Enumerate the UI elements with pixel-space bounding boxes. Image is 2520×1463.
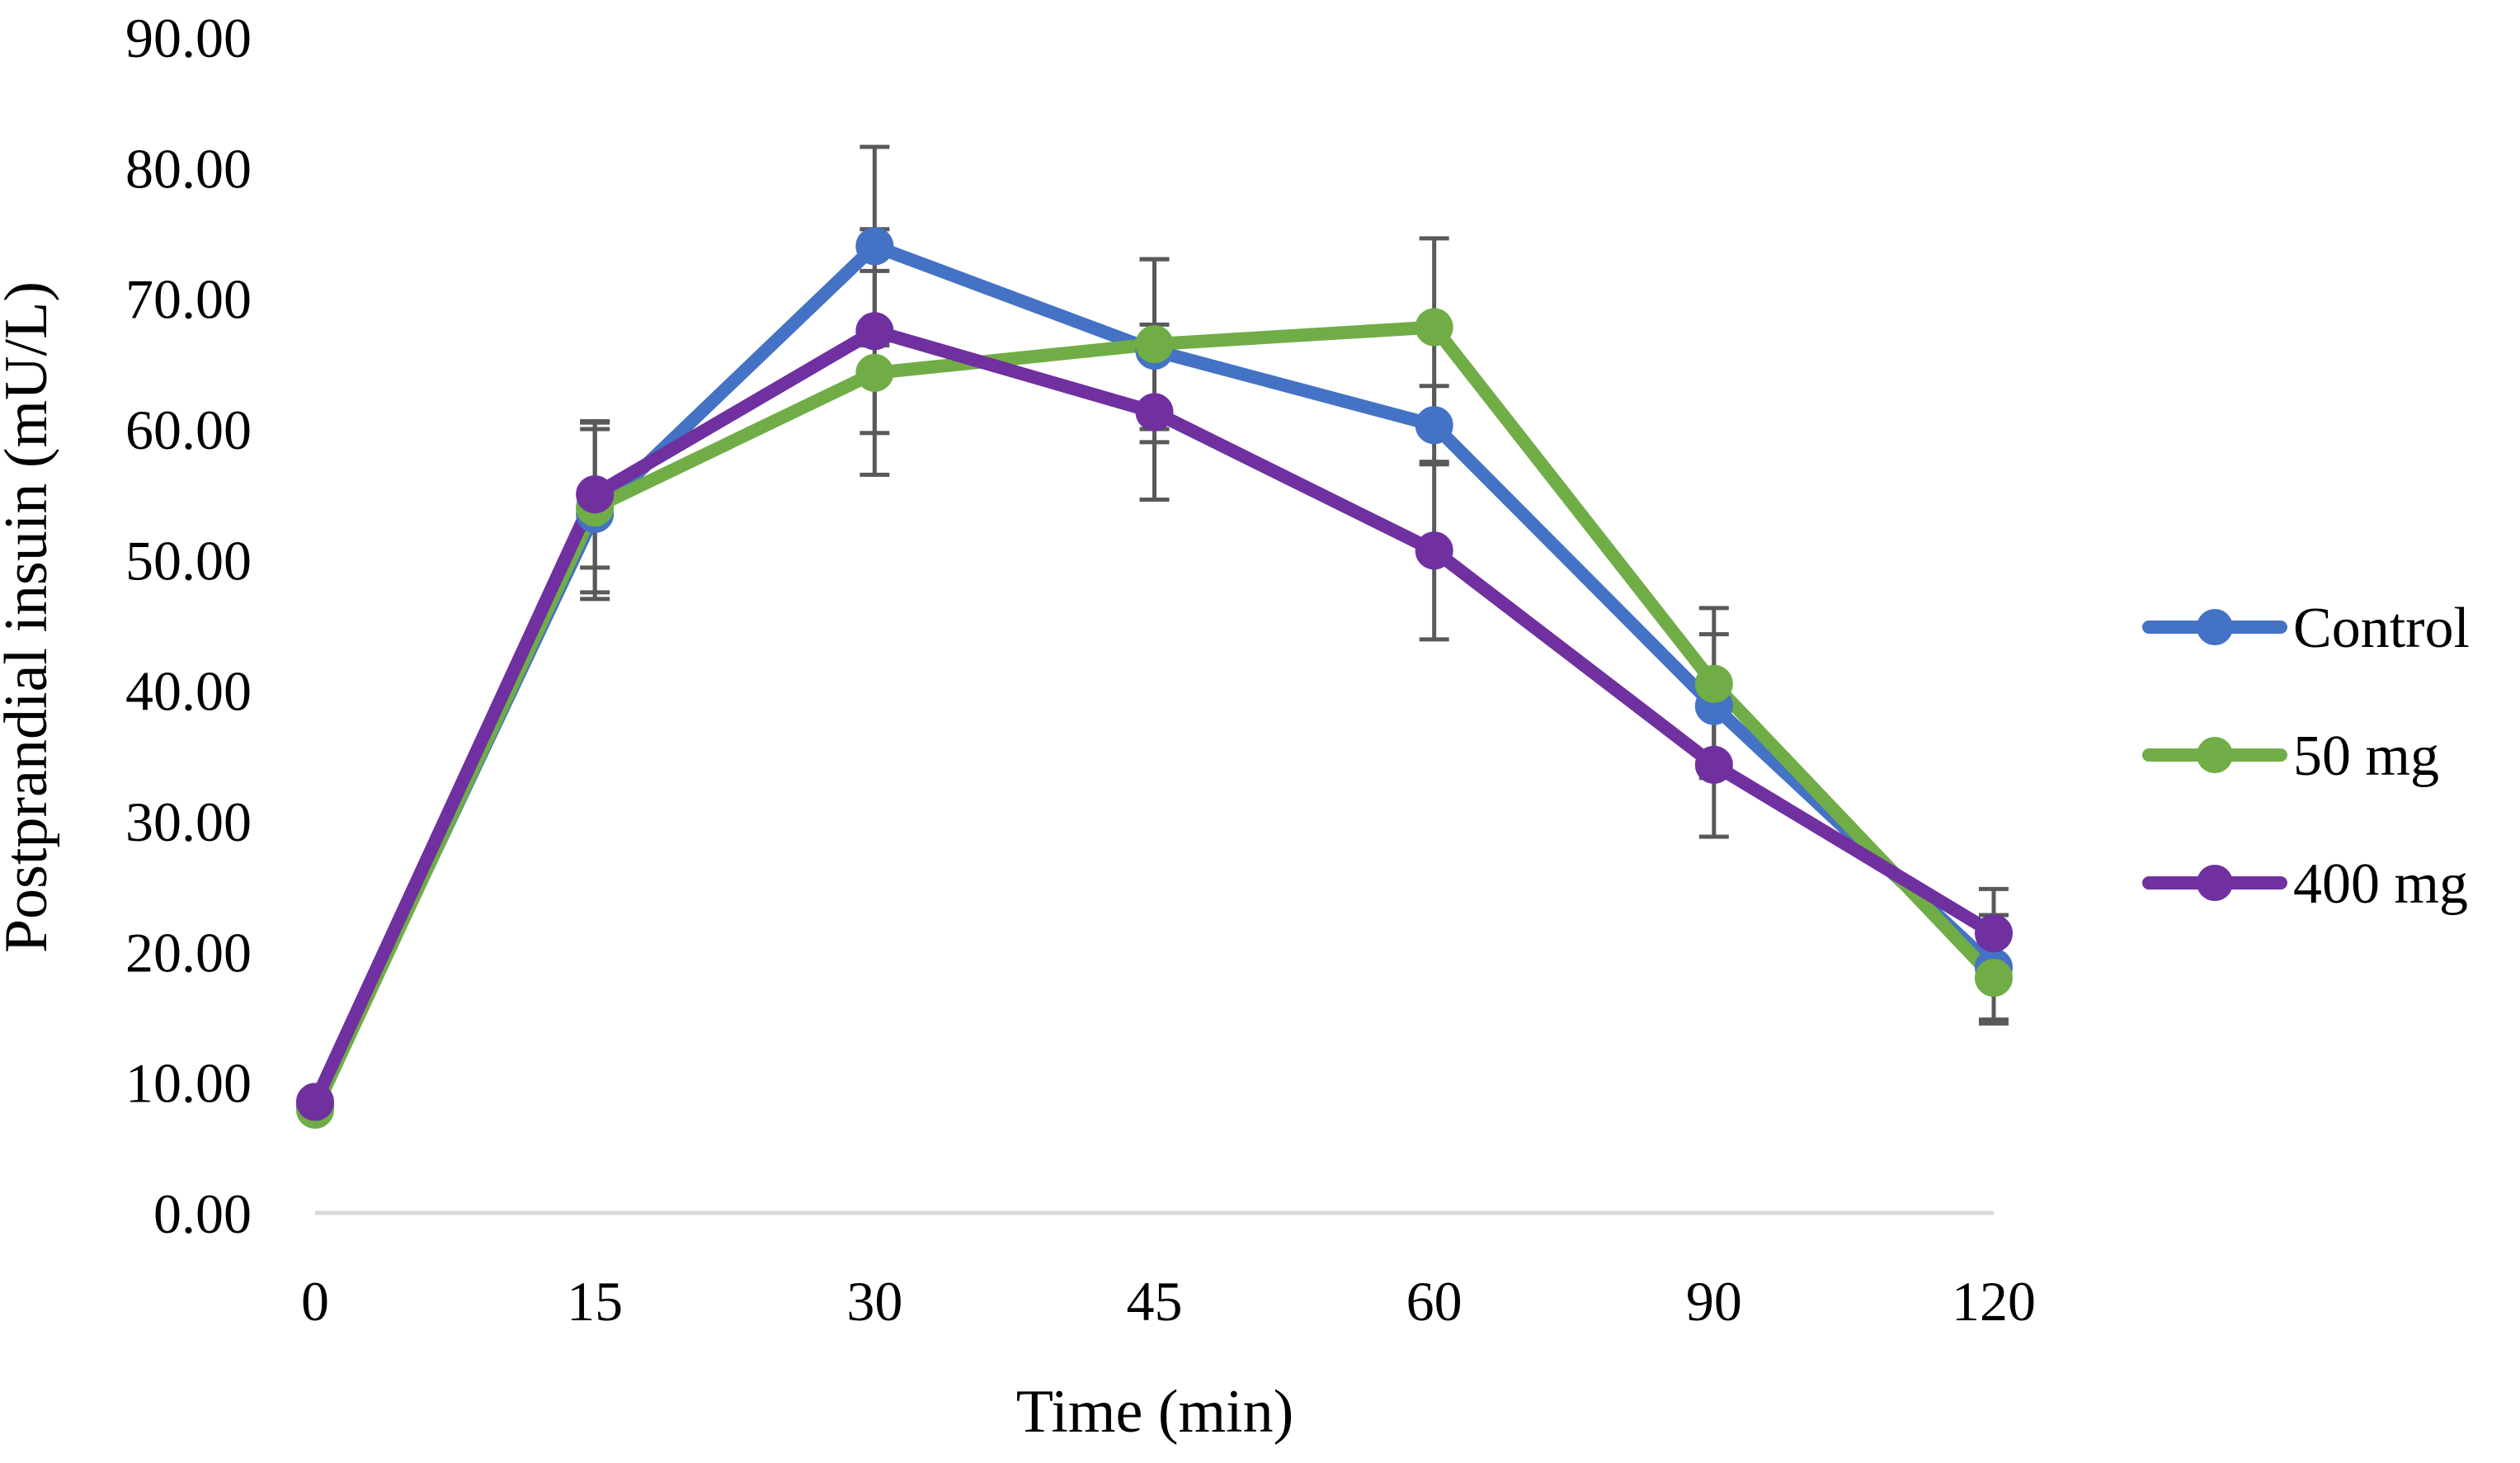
legend-label: Control — [2293, 597, 2470, 660]
error-bars — [580, 144, 2009, 1026]
data-point — [855, 353, 894, 392]
legend-label: 400 mg — [2293, 852, 2468, 916]
y-tick-label: 40.00 — [125, 660, 252, 723]
legend-swatch-marker — [2197, 609, 2233, 645]
data-point — [855, 227, 894, 266]
legend: Control 50 mg 400 mg — [2142, 597, 2470, 916]
x-tick-label: 45 — [1127, 1270, 1183, 1333]
x-tick-label: 90 — [1686, 1270, 1742, 1333]
data-point — [576, 475, 615, 514]
x-tick-label: 120 — [1952, 1270, 2036, 1333]
data-point — [1694, 664, 1733, 703]
x-tick-label: 0 — [301, 1270, 329, 1333]
y-tick-label: 50.00 — [125, 529, 252, 592]
y-tick-label: 90.00 — [125, 7, 252, 69]
y-axis-title: Postprandial insuin (mU/L) — [0, 281, 60, 953]
data-point — [1135, 393, 1174, 432]
y-axis-ticks: 0.00 10.00 20.00 30.00 40.00 50.00 60.00 70.00 8… — [125, 7, 252, 1245]
y-tick-label: 10.00 — [125, 1052, 252, 1115]
y-tick-label: 80.00 — [125, 137, 252, 200]
legend-label: 50 mg — [2293, 724, 2439, 788]
x-tick-label: 60 — [1406, 1270, 1463, 1333]
legend-item: 50 mg — [2142, 724, 2439, 788]
y-tick-label: 30.00 — [125, 790, 252, 853]
legend-item: 400 mg — [2142, 852, 2468, 916]
data-point — [1975, 959, 2013, 997]
x-axis-title: Time (min) — [1016, 1378, 1293, 1446]
data-point — [1135, 325, 1174, 364]
x-axis: 0 15 30 45 60 90 120 — [301, 1211, 2036, 1333]
y-tick-label: 20.00 — [125, 921, 252, 984]
data-point — [1694, 745, 1733, 784]
legend-swatch-marker — [2197, 865, 2233, 901]
y-tick-label: 70.00 — [125, 268, 252, 331]
data-point — [296, 1083, 334, 1121]
data-point — [855, 312, 894, 351]
legend-swatch-marker — [2197, 737, 2233, 773]
data-point — [1415, 531, 1453, 570]
series-markers — [296, 227, 2013, 1129]
data-point — [1975, 914, 2013, 953]
y-tick-label: 0.00 — [153, 1182, 252, 1245]
x-tick-label: 15 — [567, 1270, 623, 1333]
y-tick-label: 60.00 — [125, 399, 252, 461]
data-point — [1415, 406, 1453, 445]
x-tick-label: 30 — [846, 1270, 902, 1333]
data-point — [1415, 308, 1453, 347]
legend-item: Control — [2142, 597, 2470, 660]
